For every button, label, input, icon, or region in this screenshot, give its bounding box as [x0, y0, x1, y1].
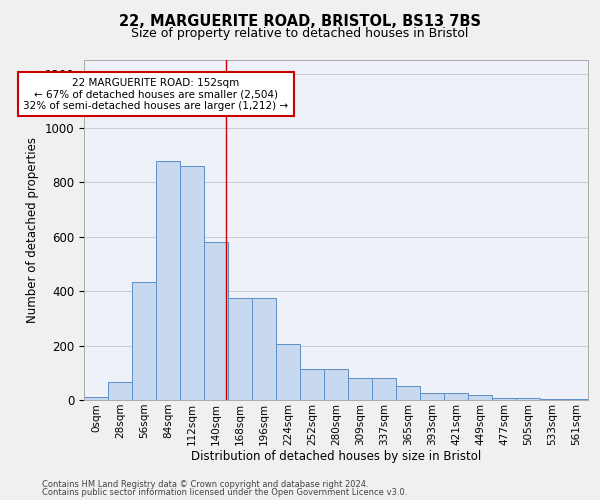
- Bar: [492, 398, 516, 400]
- Bar: [156, 160, 180, 400]
- Bar: [228, 298, 252, 400]
- Bar: [108, 382, 132, 400]
- Y-axis label: Number of detached properties: Number of detached properties: [26, 137, 39, 323]
- Bar: [468, 395, 492, 400]
- Bar: [84, 396, 108, 400]
- Bar: [252, 298, 276, 400]
- Text: Contains HM Land Registry data © Crown copyright and database right 2024.: Contains HM Land Registry data © Crown c…: [42, 480, 368, 489]
- Bar: [300, 368, 324, 400]
- Text: 22, MARGUERITE ROAD, BRISTOL, BS13 7BS: 22, MARGUERITE ROAD, BRISTOL, BS13 7BS: [119, 14, 481, 29]
- Bar: [348, 378, 372, 400]
- Bar: [132, 282, 156, 400]
- Text: Contains public sector information licensed under the Open Government Licence v3: Contains public sector information licen…: [42, 488, 407, 497]
- Bar: [444, 393, 468, 400]
- Bar: [396, 386, 420, 400]
- Text: Size of property relative to detached houses in Bristol: Size of property relative to detached ho…: [131, 28, 469, 40]
- Bar: [420, 393, 444, 400]
- X-axis label: Distribution of detached houses by size in Bristol: Distribution of detached houses by size …: [191, 450, 481, 464]
- Bar: [516, 398, 540, 400]
- Text: 22 MARGUERITE ROAD: 152sqm
← 67% of detached houses are smaller (2,504)
32% of s: 22 MARGUERITE ROAD: 152sqm ← 67% of deta…: [23, 78, 289, 111]
- Bar: [372, 378, 396, 400]
- Bar: [204, 242, 228, 400]
- Bar: [564, 399, 588, 400]
- Bar: [276, 344, 300, 400]
- Bar: [324, 368, 348, 400]
- Bar: [180, 166, 204, 400]
- Bar: [540, 399, 564, 400]
